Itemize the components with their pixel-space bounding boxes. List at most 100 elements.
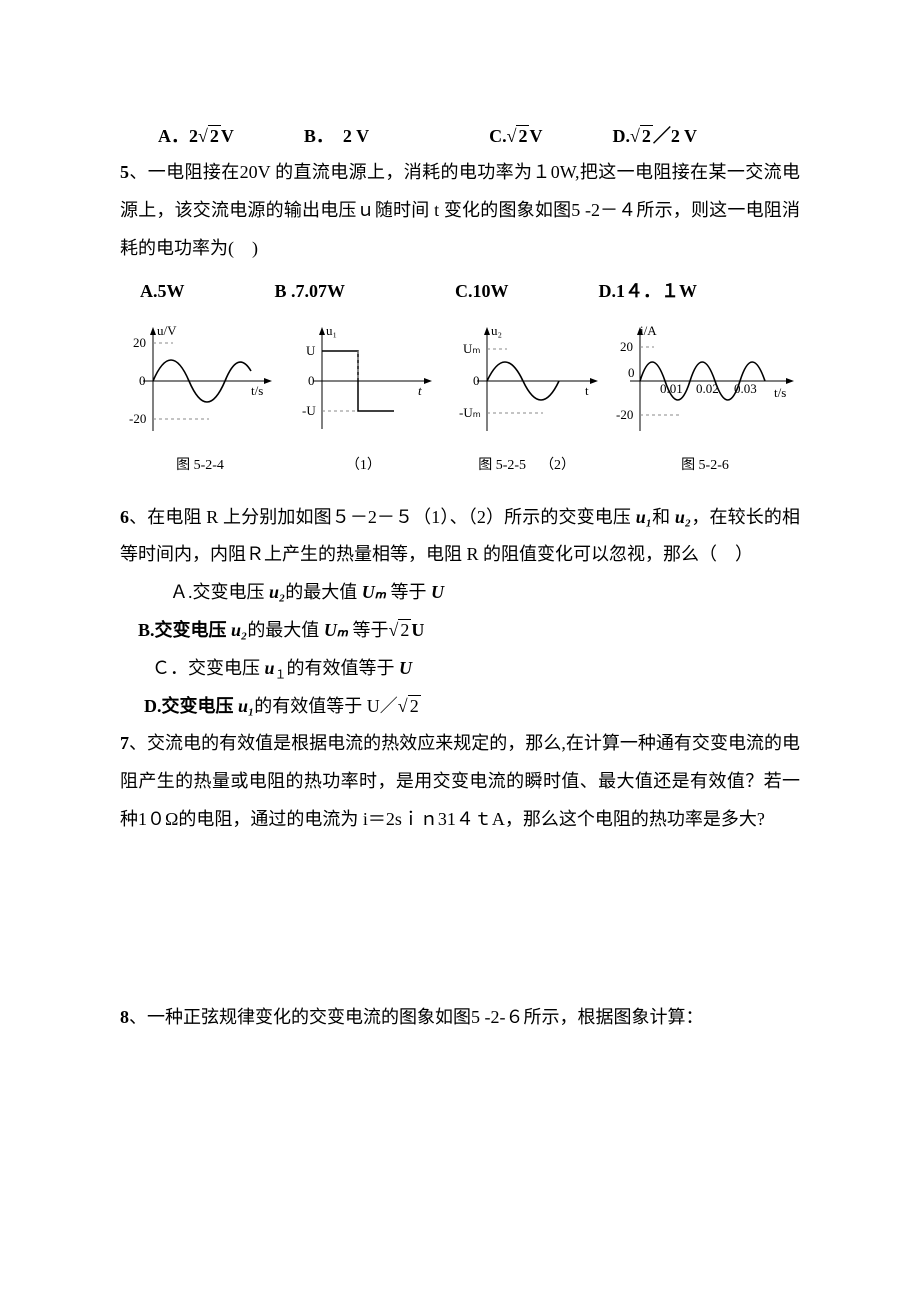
- q6-u2: u₂: [675, 507, 691, 527]
- f5251-yhi: U: [306, 343, 316, 358]
- sqrt-icon: 2: [630, 118, 653, 154]
- fig-525-1-svg: U 0 -U u₁ t: [288, 321, 438, 451]
- fig-524: 20 0 -20 u/V t/s 图 5-2-4: [120, 321, 280, 480]
- fig-524-svg: 20 0 -20 u/V t/s: [123, 321, 278, 451]
- f526-yhi: 20: [620, 339, 633, 354]
- q6a-suf: 等于: [386, 582, 431, 602]
- q6c-var: u: [265, 658, 275, 678]
- q4-b-text: 2 V: [343, 126, 369, 146]
- sqrt-icon: 2: [389, 612, 412, 650]
- q6d-pre: D.交变电压: [144, 696, 238, 716]
- f526-xlabel: t/s: [774, 385, 786, 400]
- q6a-u: U: [431, 582, 444, 602]
- q6d-var: u₁: [238, 696, 254, 716]
- q6a-mid: 的最大值: [285, 582, 362, 602]
- f5251-ylo: -U: [302, 403, 316, 418]
- figure-row: 20 0 -20 u/V t/s 图 5-2-4 U 0 -U u₁: [120, 321, 800, 480]
- f526-xt2: 0.02: [696, 381, 719, 396]
- page: A．22V B． 2 V C.2V D.2／2 V 5、一电阻接在20V 的直流…: [0, 0, 920, 1302]
- fig-525-2: Uₘ 0 -Uₘ u₂ t 图 5-2-5 （2）: [447, 321, 607, 480]
- f524-xlabel: t/s: [251, 383, 263, 398]
- f524-ylabel: u/V: [157, 323, 177, 338]
- q6b-mid: 的最大值: [247, 620, 324, 640]
- f526-ylo: -20: [616, 407, 633, 422]
- f5251-ylabel: u₁: [326, 323, 337, 338]
- f5252-xlabel: t: [585, 383, 589, 398]
- q6b-rad: 2: [398, 619, 411, 640]
- q6a-var: u₂: [269, 582, 285, 602]
- f5252-yhi: Uₘ: [463, 341, 481, 356]
- q5-text: 、一电阻接在20V 的直流电源上，消耗的电功率为１0W,把这一电阻接在某一交流电…: [120, 162, 800, 258]
- fig-526-svg: 20 -20 0 i/A t/s 0.01 0.02 0.03: [610, 321, 800, 451]
- fig-525-2-svg: Uₘ 0 -Uₘ u₂ t: [449, 321, 604, 451]
- q6b-u: U: [411, 620, 424, 640]
- q6a-pre: Ａ.交变电压: [170, 582, 269, 602]
- q6a-um: Uₘ: [362, 582, 386, 602]
- q4-d-suf: ／2 V: [653, 126, 697, 146]
- q5-opt-b: B .7.07W: [275, 273, 346, 311]
- q5-opt-c: C.10W: [455, 273, 509, 311]
- f524-caption: 图 5-2-4: [120, 451, 280, 480]
- q6c-suf: 的有效值等于: [287, 658, 400, 678]
- q6-stem: 6、在电阻 R 上分别加如图５－2－５（1）、（2）所示的交变电压 u₁和 u₂…: [120, 499, 800, 575]
- f526-xt1: 0.01: [660, 381, 683, 396]
- q5-opt-d: D.1４．１W: [599, 273, 698, 311]
- f524-y0: 0: [139, 373, 146, 388]
- fig-525-1: U 0 -U u₁ t （1）: [283, 321, 443, 480]
- q6-opt-a: Ａ.交变电压 u₂的最大值 Uₘ 等于 U: [120, 574, 800, 612]
- q6b-var: u₂: [231, 620, 247, 640]
- fig-526: 20 -20 0 i/A t/s 0.01 0.02 0.03 图 5-2-6: [610, 321, 800, 480]
- q7-text: 、交流电的有效值是根据电流的热效应来规定的，那么,在计算一种通有交变电流的电阻产…: [120, 733, 800, 829]
- q6d-rad: 2: [408, 695, 421, 716]
- q6-opt-b: B.交变电压 u₂的最大值 Uₘ 等于 2U: [120, 612, 800, 650]
- q8-number: 8: [120, 1007, 129, 1027]
- q4-opt-c: C. 2V: [489, 118, 542, 154]
- q5-number: 5: [120, 162, 129, 182]
- q6c-u: U: [399, 658, 412, 678]
- q8-stem: 8、一种正弦规律变化的交变电流的图象如图5 -2-６所示，根据图象计算：: [120, 999, 800, 1037]
- q4-a-prefix: A．: [158, 126, 189, 146]
- f5252-cap: 图 5-2-5: [478, 458, 526, 473]
- sqrt-icon: 2: [507, 118, 530, 154]
- f524-yhi: 20: [133, 335, 146, 350]
- f5251-xlabel: t: [418, 383, 422, 398]
- q4-b-prefix: B．: [304, 126, 334, 146]
- f524-ylo: -20: [129, 411, 146, 426]
- q6b-um: Uₘ: [324, 620, 348, 640]
- q6-opt-c: Ｃ．交变电压 u１的有效值等于 U: [120, 650, 800, 688]
- q6d-suf: 的有效值等于 U／: [254, 696, 398, 716]
- q6-number: 6: [120, 507, 129, 527]
- q7-stem: 7、交流电的有效值是根据电流的热效应来规定的，那么,在计算一种通有交变电流的电阻…: [120, 725, 800, 838]
- f5251-sub: （1）: [283, 451, 443, 480]
- q6c-sub: １: [275, 667, 287, 681]
- q4-opt-a: A．22V: [158, 118, 234, 154]
- f5252-sub: （2）: [540, 458, 575, 473]
- q6-text1: 、在电阻 R 上分别加如图５－2－５（1）、（2）所示的交变电压: [129, 507, 636, 527]
- q4-a-coef: 2: [189, 126, 198, 146]
- q5-stem: 5、一电阻接在20V 的直流电源上，消耗的电功率为１0W,把这一电阻接在某一交流…: [120, 154, 800, 267]
- q4-c-rad: 2: [516, 125, 529, 146]
- q4-opt-b: B． 2 V: [304, 118, 369, 154]
- q4-c-prefix: C.: [489, 126, 507, 146]
- q7-number: 7: [120, 733, 129, 753]
- q4-d-prefix: D.: [612, 126, 630, 146]
- sqrt-icon: 2: [198, 118, 221, 154]
- q4-c-suf: V: [529, 126, 542, 146]
- f5252-ylo: -Uₘ: [459, 405, 481, 420]
- f5252-ylabel: u₂: [491, 323, 502, 338]
- f5252-caprow: 图 5-2-5 （2）: [447, 451, 607, 480]
- f526-xt3: 0.03: [734, 381, 757, 396]
- q6-u1: u₁: [636, 507, 652, 527]
- q6b-pre: B.交变电压: [138, 620, 231, 640]
- q6b-suf: 等于: [348, 620, 389, 640]
- q4-options: A．22V B． 2 V C.2V D.2／2 V: [120, 118, 800, 154]
- q5-options: A.5W B .7.07W C.10W D.1４．１W: [120, 273, 800, 311]
- q6-and: 和: [652, 507, 675, 527]
- q6-opt-d: D.交变电压 u₁的有效值等于 U／ 2: [120, 688, 800, 726]
- q4-opt-d: D. 2／2 V: [612, 118, 697, 154]
- q8-text: 、一种正弦规律变化的交变电流的图象如图5 -2-６所示，根据图象计算：: [129, 1007, 704, 1027]
- q4-d-rad: 2: [640, 125, 653, 146]
- q5-opt-a: A.5W: [140, 273, 185, 311]
- f5252-y0: 0: [473, 373, 480, 388]
- q6c-pre: Ｃ．交变电压: [152, 658, 265, 678]
